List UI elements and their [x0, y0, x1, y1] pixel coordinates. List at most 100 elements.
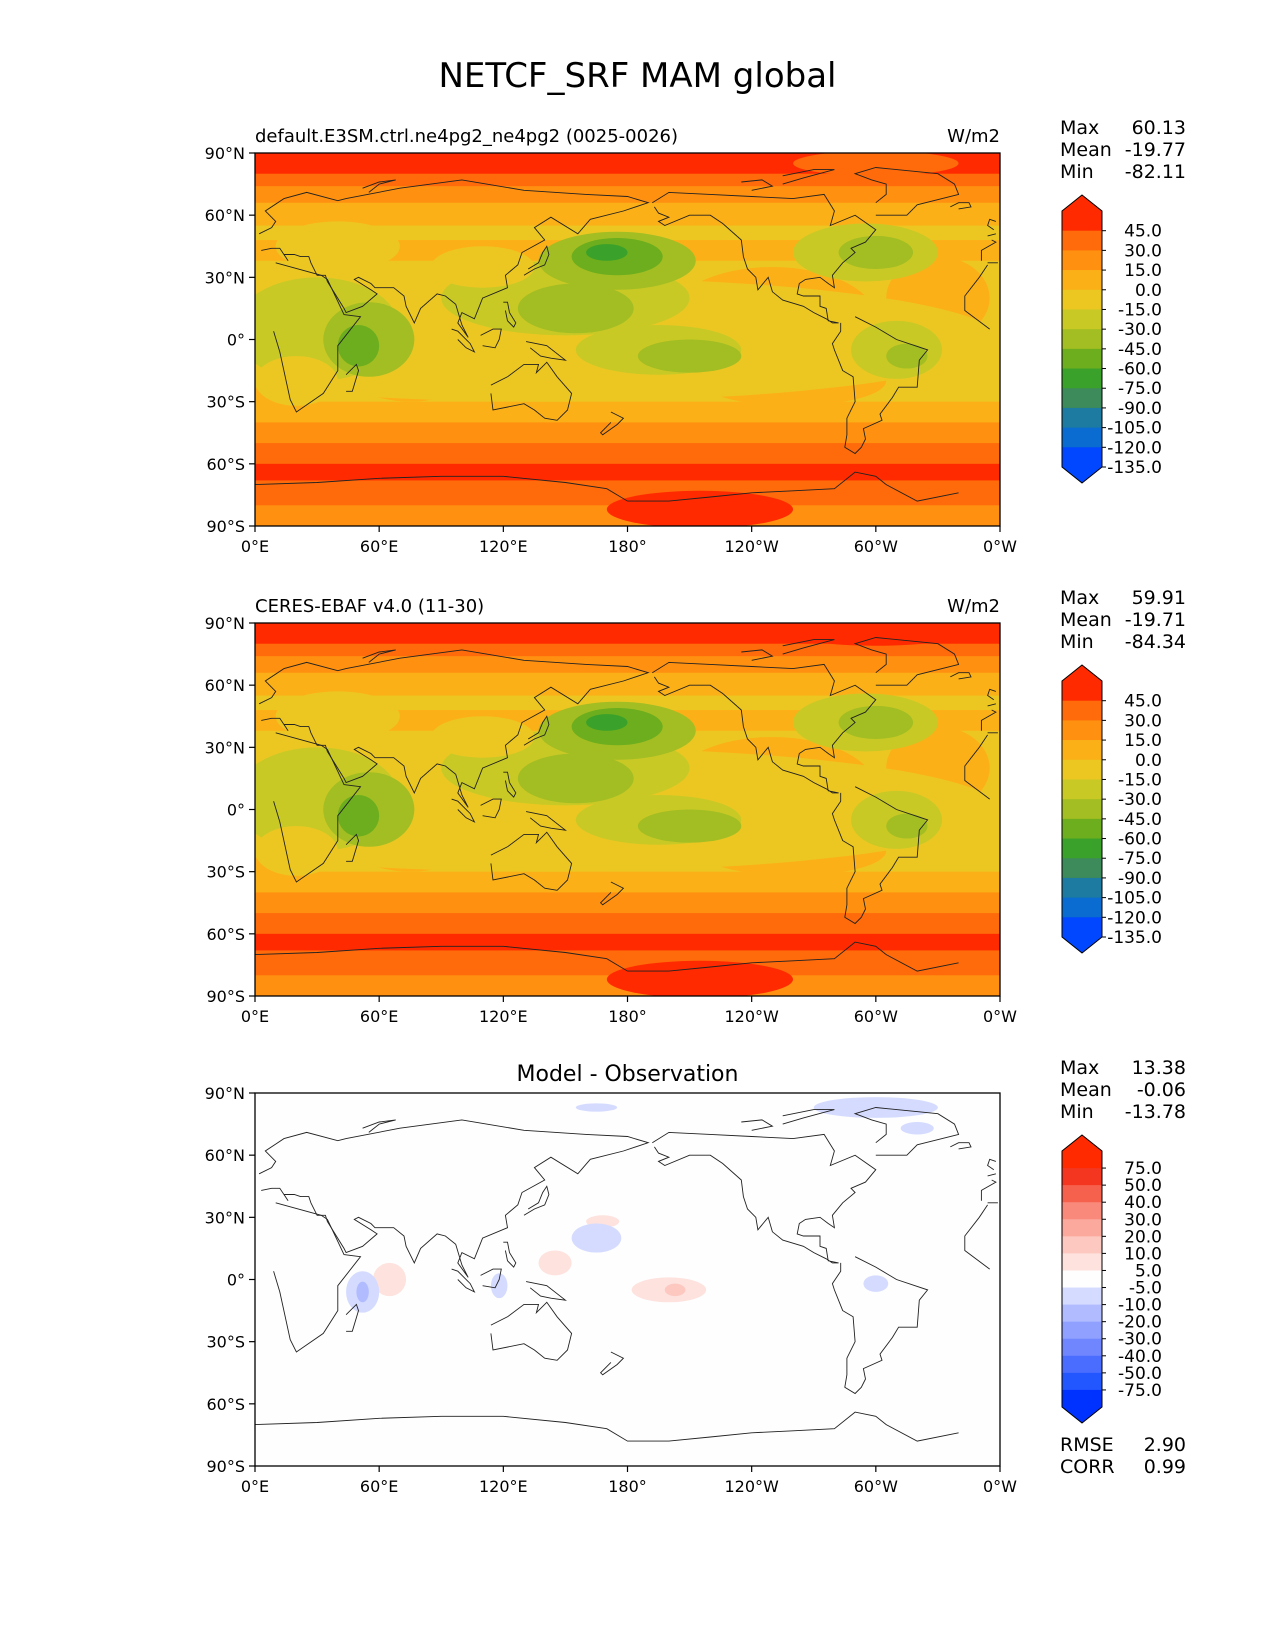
colorbar-tick-label: 50.0	[1124, 1176, 1162, 1196]
field-contour	[430, 246, 535, 288]
lon-tick-label: 60°E	[360, 537, 398, 556]
lat-tick-label: 60°S	[206, 1395, 245, 1414]
coastline	[987, 1173, 997, 1177]
coastline	[599, 411, 625, 436]
diff-contour	[571, 1223, 622, 1253]
colorbar-tick-label: -5.0	[1129, 1279, 1162, 1299]
colorbar-segment	[1062, 1185, 1102, 1203]
coastline	[254, 1411, 959, 1442]
coastline	[526, 1281, 567, 1301]
coastline	[599, 881, 625, 906]
colorbar-tick-label: -30.0	[1118, 1330, 1162, 1350]
colorbar-tick-label: -45.0	[1118, 340, 1162, 360]
colorbar-segment	[1062, 329, 1102, 350]
colorbar-tick-label: -105.0	[1107, 889, 1162, 909]
stat-mean-value: -19.71	[1124, 609, 1186, 631]
lon-tick-label: 0°W	[983, 1477, 1017, 1496]
coastline	[782, 639, 835, 655]
stat-min-value: -82.11	[1124, 161, 1186, 183]
stats-box-difference: Max 13.38 Mean -0.06 Min -13.78	[1060, 1057, 1186, 1123]
colorbar-segment	[1062, 681, 1102, 702]
colorbar-tick-label: 75.0	[1124, 1159, 1162, 1179]
coastline	[345, 363, 359, 392]
colorbar-tick-label: -90.0	[1118, 399, 1162, 419]
coastline	[980, 709, 997, 731]
lat-tick-label: 60°N	[205, 1146, 245, 1165]
lat-tick-label: 90°N	[205, 144, 245, 163]
corr-label: CORR	[1060, 1456, 1115, 1478]
coastline	[523, 1185, 550, 1216]
lon-tick-label: 60°W	[854, 1007, 898, 1026]
lat-tick-label: 0°	[227, 1271, 245, 1290]
colorbar-tick-label: -120.0	[1107, 908, 1162, 928]
colorbar-segment	[1062, 407, 1102, 429]
coastlines	[254, 167, 998, 502]
lat-tick-label: 60°S	[206, 925, 245, 944]
coastline	[503, 301, 517, 328]
coastline	[480, 328, 502, 349]
lon-tick-label: 180°	[608, 1007, 647, 1026]
field-contour	[637, 339, 742, 373]
coastline	[451, 1268, 476, 1293]
panel-units: W/m2	[947, 596, 1000, 617]
colorbar-segment	[1062, 1202, 1102, 1220]
colorbar-tick-label: 45.0	[1124, 692, 1162, 712]
coastline	[853, 637, 960, 686]
colorbar-tick-label: 30.0	[1124, 1210, 1162, 1230]
field-contours	[255, 623, 1000, 996]
field-band	[255, 672, 1000, 697]
field-band	[255, 186, 1000, 204]
coastline	[782, 169, 835, 185]
stat-mean-label: Mean	[1060, 139, 1112, 161]
colorbar-tick-label: -90.0	[1118, 869, 1162, 889]
field-band	[255, 656, 1000, 674]
stat-max-value: 59.91	[1131, 587, 1186, 609]
stats-box-reference: Max 59.91 Mean -19.71 Min -84.34	[1060, 587, 1186, 653]
field-contour	[255, 623, 338, 640]
lon-tick-label: 120°E	[479, 1477, 528, 1496]
lon-tick-label: 60°E	[360, 1477, 398, 1496]
colorbar-segment	[1062, 1168, 1102, 1186]
colorbar-segment	[1062, 1321, 1102, 1340]
colorbar-tick-label: 30.0	[1124, 241, 1162, 261]
stat-max-value: 13.38	[1131, 1057, 1186, 1079]
stat-min-value: -84.34	[1124, 631, 1186, 653]
lon-tick-label: 120°W	[724, 537, 779, 556]
colorbar-segment	[1062, 348, 1102, 369]
colorbar-extend-min	[1062, 467, 1102, 483]
colorbar-segment	[1062, 1372, 1102, 1391]
coastline	[987, 1158, 997, 1171]
colorbar-reference: 45.030.015.00.0-15.0-30.0-45.0-60.0-75.0…	[1061, 664, 1162, 954]
colorbar-extend-max	[1062, 1135, 1102, 1151]
coastline	[987, 703, 997, 707]
field-contour	[275, 691, 400, 742]
lat-tick-label: 30°N	[205, 738, 245, 757]
colorbar-segment	[1062, 1270, 1102, 1288]
colorbar-tick-label: 15.0	[1124, 261, 1162, 281]
field-contour	[517, 753, 634, 804]
colorbar-segment	[1062, 1287, 1102, 1305]
colorbar-segment	[1062, 1355, 1102, 1374]
coastline	[480, 798, 502, 819]
colorbar-tick-label: 0.0	[1135, 281, 1162, 301]
stat-mean-label: Mean	[1060, 1079, 1112, 1101]
coastline	[987, 218, 997, 231]
colorbar-extend-max	[1062, 195, 1102, 211]
coastline	[964, 734, 990, 800]
colorbar-tick-label: -30.0	[1118, 790, 1162, 810]
map-frame	[254, 622, 1001, 997]
coastline	[254, 941, 959, 972]
colorbar-extend-min	[1062, 1407, 1102, 1423]
map-panel-difference: 90°N 60°N 30°N 0° 30°S 60°S 90°S0°E 60°E 120°E 18…	[205, 1062, 1018, 1496]
coastline	[964, 264, 990, 330]
coastline	[258, 179, 650, 338]
coastline	[652, 1131, 877, 1264]
map-frame	[254, 1092, 1001, 1467]
coastlines	[254, 1107, 998, 1442]
panel-title: default.E3SM.ctrl.ne4pg2_ne4pg2 (0025-00…	[255, 126, 678, 147]
colorbar-segment	[1062, 289, 1102, 310]
map-panel-reference: 90°N 60°N 30°N 0° 30°S 60°S 90°S0°E 60°E 120°E 18…	[205, 596, 1018, 1026]
panel-title: Model - Observation	[517, 1062, 739, 1087]
lat-tick-label: 30°S	[206, 863, 245, 882]
colorbar-extend-min	[1062, 937, 1102, 953]
